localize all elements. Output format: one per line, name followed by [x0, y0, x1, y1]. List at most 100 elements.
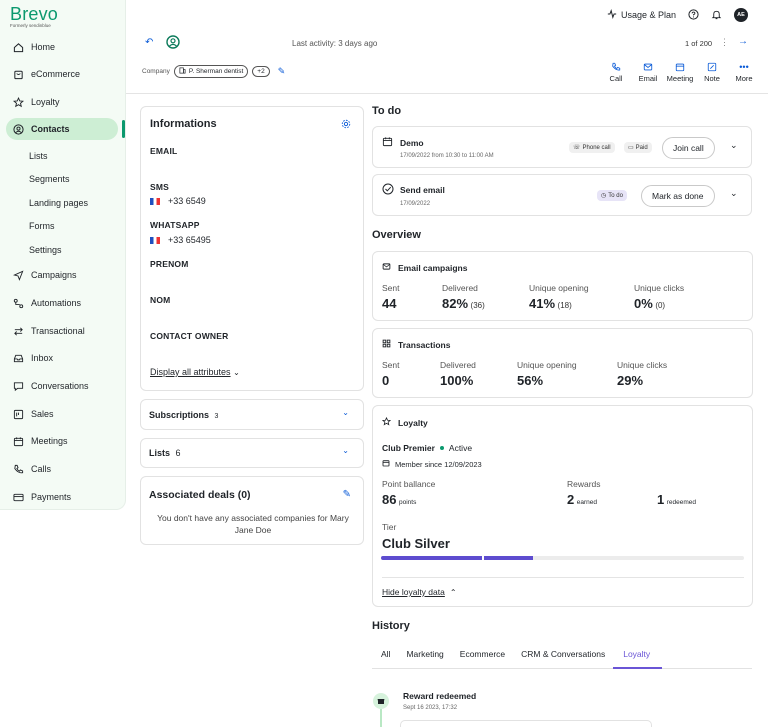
topbar: Usage & Plan AE — [607, 8, 748, 22]
sidebar-item-label: Contacts — [31, 124, 70, 134]
tab-all[interactable]: All — [381, 649, 391, 659]
subscriptions-card[interactable]: Subscriptions 3 ⌄ — [140, 399, 364, 430]
brevo-logo[interactable]: Brevo Formerly sendinblue — [10, 4, 58, 28]
mail-icon — [382, 262, 391, 273]
redeemed-unit: redeemed — [666, 499, 697, 506]
tab-crm-conversations[interactable]: CRM & Conversations — [521, 649, 606, 659]
sidebar-item-label: Transactional — [31, 326, 85, 336]
join-call-button[interactable]: Join call — [662, 137, 715, 159]
loyalty-card: Loyalty Club Premier Active Member since… — [372, 405, 753, 607]
stat-value: 100% — [440, 373, 474, 388]
owner-attr-label: CONTACT OWNER — [150, 331, 229, 341]
company-chip[interactable]: P. Sherman dentist — [173, 65, 249, 78]
active-indicator — [122, 120, 125, 138]
sidebar-subitem-settings[interactable]: Settings — [29, 245, 62, 255]
header-divider — [126, 93, 768, 94]
automation-icon — [12, 297, 24, 309]
sidebar-subitem-lists[interactable]: Lists — [29, 151, 48, 161]
sidebar-subitem-segments[interactable]: Segments — [29, 174, 70, 184]
email-action[interactable]: Email — [632, 60, 664, 83]
stat-unique-opening: Unique opening 56% — [517, 360, 577, 388]
display-all-attributes-link[interactable]: Display all attributes ⌄ — [150, 367, 240, 377]
more-companies-chip[interactable]: +2 — [252, 66, 270, 77]
sidebar-item-loyalty[interactable]: Loyalty — [6, 91, 118, 113]
france-flag-icon — [150, 198, 160, 206]
paid-tag-label: Paid — [635, 144, 648, 151]
todo-status-label: To do — [608, 192, 623, 199]
usage-plan-button[interactable]: Usage & Plan — [607, 8, 676, 21]
edit-pencil-icon[interactable]: ✎ — [277, 66, 286, 76]
earned-value: 2 — [567, 492, 575, 507]
more-action[interactable]: ••• More — [728, 60, 760, 83]
grid-icon — [382, 339, 391, 350]
sidebar-item-transactional[interactable]: Transactional — [6, 320, 118, 342]
overview-title: Overview — [372, 229, 421, 241]
sidebar-item-calls[interactable]: Calls — [6, 458, 118, 480]
sidebar-item-label: Payments — [31, 492, 72, 502]
sales-icon — [12, 408, 24, 420]
help-icon[interactable] — [688, 8, 699, 22]
sidebar-item-payments[interactable]: Payments — [6, 486, 118, 508]
stat-label: Sent — [382, 283, 400, 293]
sidebar: Brevo Formerly sendinblue Home eCommerce… — [0, 0, 126, 510]
chevron-down-icon[interactable]: ⌄ — [730, 188, 738, 198]
balance-label: Point ballance — [382, 479, 436, 489]
phone-icon — [611, 60, 621, 74]
note-icon — [707, 60, 717, 74]
sidebar-subitem-forms[interactable]: Forms — [29, 221, 55, 231]
brand-formerly: Formerly sendinblue — [10, 23, 51, 28]
sidebar-item-contacts[interactable]: Contacts — [6, 118, 118, 140]
sidebar-item-conversations[interactable]: Conversations — [6, 375, 118, 397]
calendar-icon — [382, 136, 393, 149]
stat-unique-opening: Unique opening 41% (18) — [529, 283, 589, 311]
tab-marketing[interactable]: Marketing — [406, 649, 444, 659]
sidebar-item-campaigns[interactable]: Campaigns — [6, 264, 118, 286]
sidebar-item-inbox[interactable]: Inbox — [6, 347, 118, 369]
next-arrow-icon[interactable]: → — [738, 36, 748, 47]
stat-sub: (0) — [655, 301, 666, 310]
call-action[interactable]: Call — [600, 60, 632, 83]
note-action[interactable]: Note — [696, 60, 728, 83]
todo-title: To do — [372, 105, 402, 117]
chevron-down-icon[interactable]: ⌄ — [730, 140, 738, 150]
brand-name: Brevo — [10, 4, 59, 24]
event-card[interactable] — [400, 720, 652, 727]
status-dot-icon — [439, 446, 444, 450]
settings-gear-icon[interactable] — [341, 119, 351, 131]
event-date: Sept 16 2023, 17:32 — [403, 705, 458, 711]
stat-label: Unique opening — [517, 360, 577, 370]
sms-attr-value[interactable]: +33 6549 — [150, 196, 206, 206]
calendar-icon — [12, 435, 24, 447]
chat-icon — [12, 380, 24, 392]
kebab-icon[interactable]: ⋮ — [720, 37, 729, 47]
call-label: Call — [609, 74, 623, 83]
mark-as-done-button[interactable]: Mark as done — [641, 185, 715, 207]
hide-loyalty-link[interactable]: Hide loyalty data ⌃ — [382, 587, 457, 597]
sidebar-item-meetings[interactable]: Meetings — [6, 430, 118, 452]
tab-ecommerce[interactable]: Ecommerce — [459, 649, 506, 659]
avatar[interactable]: AE — [734, 8, 748, 22]
meeting-label: Meeting — [666, 74, 694, 83]
sidebar-item-automations[interactable]: Automations — [6, 292, 118, 314]
bell-icon[interactable] — [711, 9, 722, 22]
meeting-action[interactable]: Meeting — [664, 60, 696, 83]
todo-demo-date: 17/09/2022 from 10:30 to 11:00 AM — [400, 153, 494, 159]
sidebar-item-ecommerce[interactable]: eCommerce — [6, 63, 118, 85]
company-chip-label: P. Sherman dentist — [188, 68, 244, 75]
earned-unit: earned — [576, 499, 597, 506]
back-icon[interactable]: ↶ — [145, 37, 154, 48]
sidebar-subitem-landing-pages[interactable]: Landing pages — [29, 198, 89, 208]
tab-loyalty[interactable]: Loyalty — [613, 643, 663, 669]
todo-item-send-email[interactable]: Send email 17/09/2022 ◷ To do Mark as don… — [372, 174, 752, 216]
email-campaigns-card: Email campaigns Sent 44 Delivered 82% (36)… — [372, 251, 753, 321]
sidebar-item-home[interactable]: Home — [6, 36, 118, 58]
more-label: More — [735, 74, 753, 83]
contacts-icon — [12, 123, 24, 135]
deals-empty-text: You don't have any associated companies … — [157, 513, 349, 535]
edit-deals-icon[interactable]: ✎ — [342, 489, 351, 500]
company-label: Company — [142, 68, 170, 75]
sidebar-item-sales[interactable]: Sales — [6, 403, 118, 425]
todo-item-demo[interactable]: Demo 17/09/2022 from 10:30 to 11:00 AM ☏… — [372, 126, 752, 168]
lists-card[interactable]: Lists 6 ⌄ — [140, 438, 364, 468]
whatsapp-attr-value[interactable]: +33 65495 — [150, 235, 211, 245]
